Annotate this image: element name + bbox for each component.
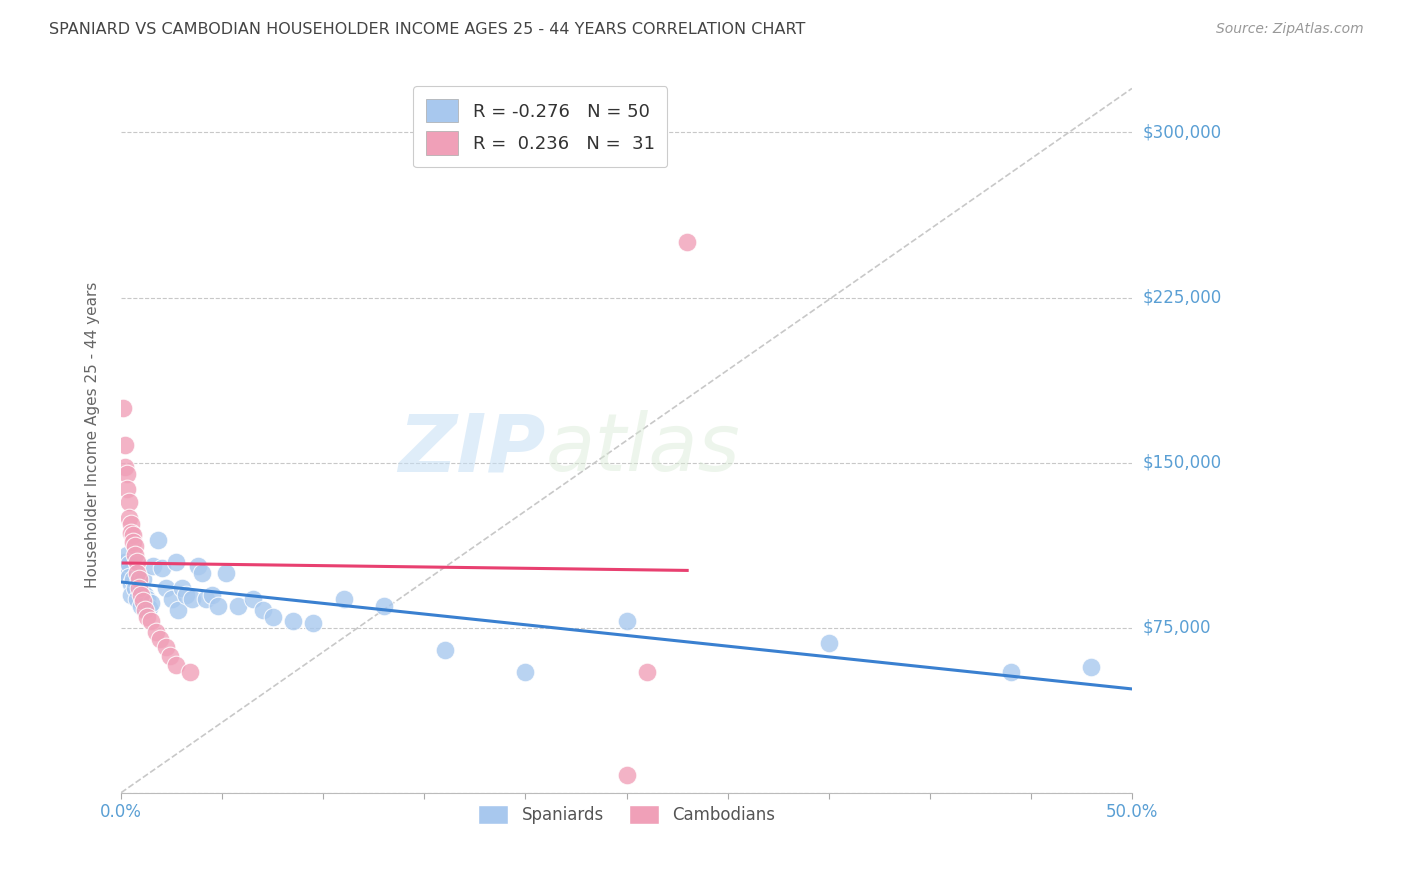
Point xyxy=(141,596,163,610)
Point xyxy=(131,599,153,613)
Point xyxy=(124,548,146,562)
Point xyxy=(114,438,136,452)
Text: $300,000: $300,000 xyxy=(1143,123,1222,142)
Point xyxy=(122,572,145,586)
Point xyxy=(122,528,145,542)
Point xyxy=(228,599,250,613)
Point xyxy=(616,768,638,782)
Point xyxy=(215,566,238,580)
Point xyxy=(112,401,135,415)
Point xyxy=(281,614,304,628)
Point xyxy=(180,592,202,607)
Point xyxy=(132,572,155,586)
Point xyxy=(1080,660,1102,674)
Text: $75,000: $75,000 xyxy=(1143,619,1212,637)
Text: SPANIARD VS CAMBODIAN HOUSEHOLDER INCOME AGES 25 - 44 YEARS CORRELATION CHART: SPANIARD VS CAMBODIAN HOUSEHOLDER INCOME… xyxy=(49,22,806,37)
Text: ZIP: ZIP xyxy=(398,410,546,488)
Point xyxy=(160,592,183,607)
Point xyxy=(120,526,142,541)
Point xyxy=(120,588,142,602)
Point xyxy=(165,658,187,673)
Y-axis label: Householder Income Ages 25 - 44 years: Householder Income Ages 25 - 44 years xyxy=(86,282,100,588)
Point xyxy=(118,557,141,571)
Point xyxy=(515,665,537,679)
Point xyxy=(817,636,839,650)
Point xyxy=(120,517,142,532)
Point xyxy=(131,581,153,595)
Point xyxy=(115,482,138,496)
Point xyxy=(124,539,146,553)
Point xyxy=(174,588,197,602)
Point xyxy=(128,581,150,595)
Point xyxy=(115,548,138,562)
Point xyxy=(134,603,156,617)
Point xyxy=(124,581,146,595)
Point xyxy=(262,609,284,624)
Point xyxy=(373,599,395,613)
Point xyxy=(676,235,699,250)
Text: Source: ZipAtlas.com: Source: ZipAtlas.com xyxy=(1216,22,1364,37)
Point xyxy=(166,603,188,617)
Point xyxy=(136,592,159,607)
Point xyxy=(118,495,141,509)
Point xyxy=(127,566,149,580)
Point xyxy=(616,614,638,628)
Point xyxy=(114,459,136,474)
Point xyxy=(252,603,274,617)
Point xyxy=(148,632,170,646)
Point xyxy=(128,572,150,586)
Text: $150,000: $150,000 xyxy=(1143,453,1222,472)
Point xyxy=(141,614,163,628)
Point xyxy=(207,599,229,613)
Point xyxy=(142,559,165,574)
Point xyxy=(134,588,156,602)
Text: $225,000: $225,000 xyxy=(1143,288,1222,307)
Point xyxy=(146,533,169,547)
Point xyxy=(155,640,177,655)
Point xyxy=(159,649,181,664)
Point xyxy=(195,592,218,607)
Point xyxy=(122,534,145,549)
Point xyxy=(112,566,135,580)
Point xyxy=(170,581,193,595)
Point xyxy=(118,570,141,584)
Point xyxy=(115,566,138,580)
Point xyxy=(1000,665,1022,679)
Point xyxy=(131,588,153,602)
Point xyxy=(128,570,150,584)
Point xyxy=(150,561,173,575)
Point xyxy=(115,467,138,481)
Text: atlas: atlas xyxy=(546,410,741,488)
Point xyxy=(132,594,155,608)
Point xyxy=(201,588,224,602)
Point xyxy=(179,665,201,679)
Point xyxy=(136,609,159,624)
Point xyxy=(242,592,264,607)
Point xyxy=(114,555,136,569)
Point xyxy=(120,576,142,591)
Point xyxy=(332,592,354,607)
Point xyxy=(187,559,209,574)
Point xyxy=(302,616,325,631)
Point xyxy=(138,600,160,615)
Point xyxy=(155,581,177,595)
Point xyxy=(127,555,149,569)
Point xyxy=(118,510,141,524)
Point xyxy=(636,665,658,679)
Legend: Spaniards, Cambodians: Spaniards, Cambodians xyxy=(468,795,785,834)
Point xyxy=(127,592,149,607)
Point xyxy=(127,555,149,569)
Point xyxy=(145,625,167,640)
Point xyxy=(191,566,214,580)
Point xyxy=(165,555,187,569)
Point xyxy=(433,642,456,657)
